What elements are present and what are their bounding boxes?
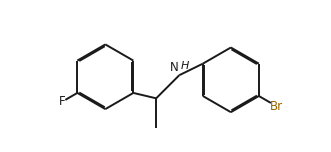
Text: N: N [170, 61, 178, 74]
Text: H: H [181, 61, 189, 71]
Text: Br: Br [270, 100, 283, 113]
Text: F: F [59, 95, 65, 108]
